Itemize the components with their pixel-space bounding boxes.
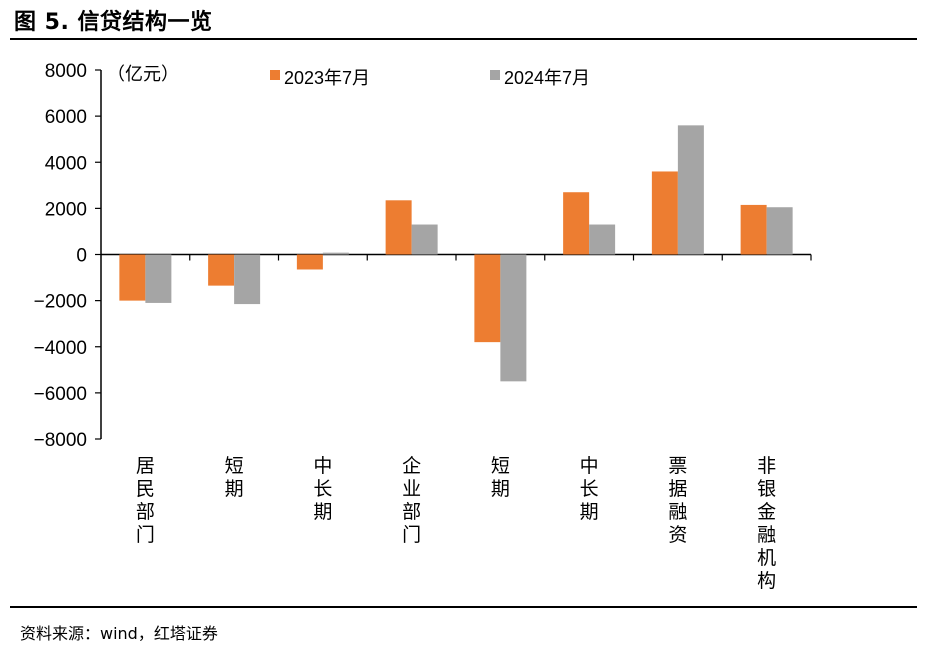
plot-area: 8000 6000 4000 2000 0 −2000 −4000 −6000 −8000 （亿元… bbox=[34, 61, 812, 592]
legend-swatch bbox=[490, 70, 500, 80]
bar-series-1 bbox=[474, 254, 501, 343]
y-tick-label: 8000 bbox=[45, 61, 87, 82]
bar-chart: 8000 6000 4000 2000 0 −2000 −4000 −6000 −8000 （亿元… bbox=[34, 61, 812, 592]
bar-series-1 bbox=[119, 254, 146, 301]
figure-title: 图 5. 信贷结构一览 bbox=[14, 10, 213, 35]
y-unit-label: （亿元） bbox=[107, 64, 179, 84]
y-tick-label: −4000 bbox=[34, 338, 87, 359]
category-label: 中长期 bbox=[580, 455, 599, 523]
bar-series-2 bbox=[589, 224, 616, 255]
source-note: 资料来源：wind，红塔证券 bbox=[20, 624, 218, 643]
y-tick-label: 4000 bbox=[45, 153, 87, 174]
legend-label: 2024年7月 bbox=[504, 68, 590, 88]
bar-series-1 bbox=[296, 254, 323, 270]
bar-series-1 bbox=[651, 171, 678, 255]
category-label: 非银金融机构 bbox=[757, 455, 776, 592]
bar-series-2 bbox=[411, 224, 438, 255]
bar-series-1 bbox=[563, 192, 590, 255]
bottom-rule bbox=[10, 606, 917, 608]
bar-series-1 bbox=[385, 200, 412, 255]
y-tick-label: −6000 bbox=[34, 384, 87, 405]
legend-swatch bbox=[270, 70, 280, 80]
bar-series-2 bbox=[677, 125, 704, 255]
y-tick-label: −2000 bbox=[34, 292, 87, 313]
bar-series-2 bbox=[766, 207, 793, 255]
top-rule bbox=[10, 38, 917, 40]
bar-series-2 bbox=[322, 252, 349, 255]
bar-series-2 bbox=[234, 254, 261, 305]
category-label: 票据融资 bbox=[668, 456, 687, 546]
bar-series-1 bbox=[208, 254, 235, 286]
bar-series-2 bbox=[500, 254, 527, 382]
category-label: 短期 bbox=[491, 455, 510, 500]
category-label: 企业部门 bbox=[402, 455, 421, 546]
y-tick-label: 2000 bbox=[45, 199, 87, 220]
category-label: 中长期 bbox=[313, 455, 332, 523]
y-tick-label: 0 bbox=[76, 246, 87, 267]
y-tick-label: −8000 bbox=[34, 430, 87, 451]
bar-series-1 bbox=[740, 204, 767, 255]
y-tick-label: 6000 bbox=[45, 107, 87, 128]
legend-label: 2023年7月 bbox=[284, 68, 370, 88]
category-label: 短期 bbox=[225, 455, 244, 500]
bar-series-2 bbox=[145, 254, 172, 303]
category-label: 居民部门 bbox=[136, 456, 155, 546]
